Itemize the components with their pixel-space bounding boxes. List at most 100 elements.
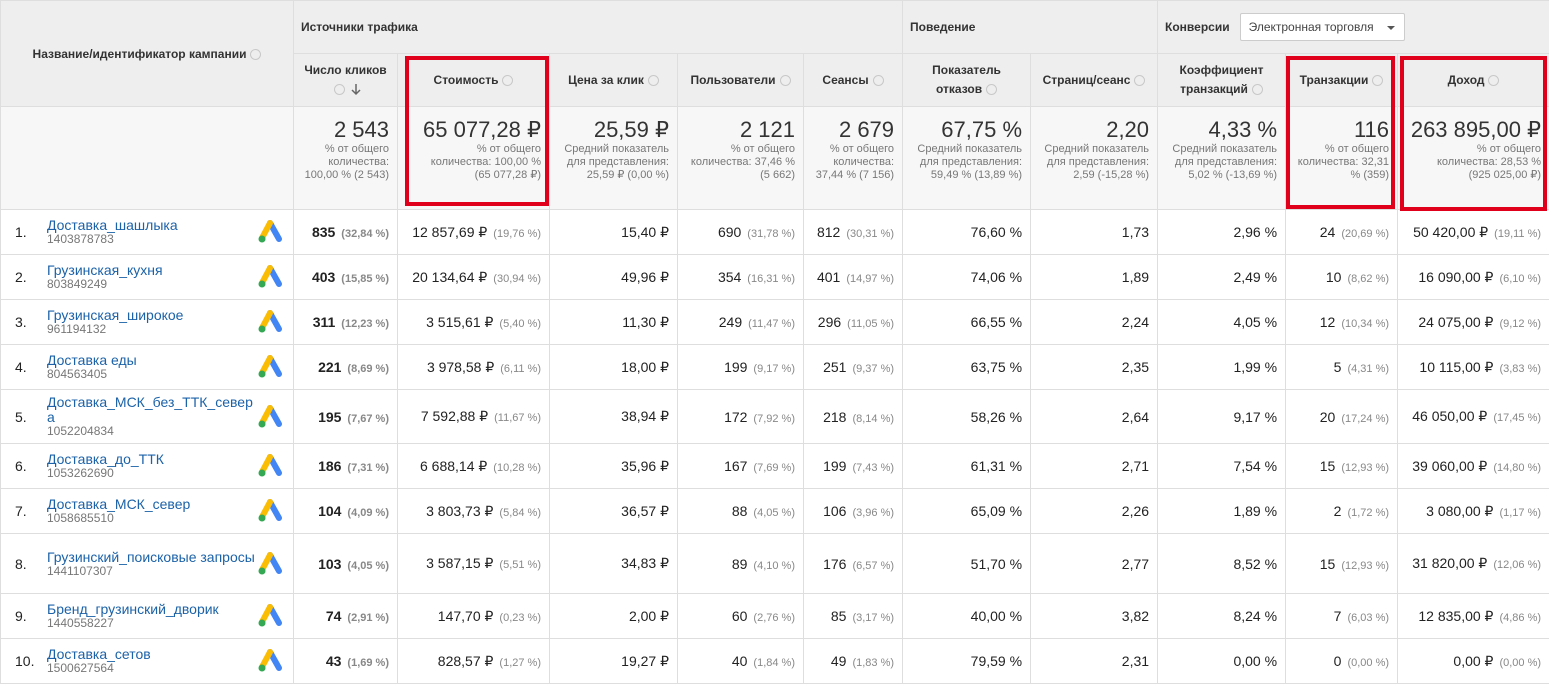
- campaign-link[interactable]: Доставка_сетов: [47, 646, 151, 662]
- metric-cell: 89 (4,10 %): [677, 533, 804, 594]
- help-icon[interactable]: [779, 74, 791, 86]
- metric-share: (10,28 %): [493, 461, 541, 474]
- metric-value: 18,00 ₽: [621, 358, 669, 375]
- column-header[interactable]: Стоимость: [397, 53, 550, 107]
- metric-cell: 1,99 %: [1157, 344, 1287, 390]
- metric-value: 4,05 %: [1233, 314, 1278, 330]
- metric-value: 172: [724, 408, 748, 425]
- help-icon[interactable]: [1134, 74, 1146, 86]
- column-header[interactable]: Пользователи: [677, 53, 804, 107]
- campaign-link[interactable]: Доставка_шашлыка: [47, 217, 178, 233]
- totals-note: % от общего количества: 32,31 % (359): [1297, 143, 1390, 181]
- campaign-cell: 5. Доставка_МСК_без_ТТК_севера 1052204834: [0, 389, 294, 444]
- campaign-info: Доставка еды 804563405: [47, 348, 259, 386]
- campaign-info: Бренд_грузинский_дворик 1440558227: [47, 597, 259, 635]
- totals-value: 2,20: [1106, 117, 1150, 142]
- campaign-link[interactable]: Доставка еды: [47, 352, 137, 368]
- ads-icon: [258, 220, 282, 243]
- metric-share: (20,69 %): [1341, 228, 1390, 240]
- metric-value: 221: [318, 359, 342, 375]
- sort-arrow[interactable]: [351, 83, 361, 96]
- campaign-link[interactable]: Грузинский_поисковые запросы: [47, 548, 255, 565]
- metric-value: 5: [1333, 359, 1342, 375]
- help-icon[interactable]: [334, 84, 345, 96]
- metric-share: (1,27 %): [499, 656, 541, 669]
- metric-cell: 51,70 %: [902, 533, 1032, 594]
- name-column-header[interactable]: Название/идентификатор кампании: [0, 0, 294, 107]
- metric-share: (19,76 %): [493, 227, 541, 240]
- help-icon[interactable]: [647, 74, 659, 86]
- metric-cell: 186 (7,31 %): [293, 443, 398, 489]
- highlight-box: [1286, 56, 1395, 209]
- metric-value: 79,59 %: [970, 653, 1023, 669]
- dropdown[interactable]: Электронная торговля: [1239, 13, 1405, 41]
- campaign-link[interactable]: Грузинская_широкое: [47, 307, 184, 323]
- campaign-link[interactable]: Доставка_до_ТТК: [47, 451, 164, 467]
- column-header[interactable]: Число кликов: [293, 53, 398, 107]
- data-row: 1. Доставка_шашлыка 1403878783 835 (32,84 %)…: [0, 209, 1549, 255]
- column-header[interactable]: Цена за клик: [549, 53, 678, 107]
- ads-icon: [258, 454, 282, 477]
- column-header[interactable]: Показатель отказов: [902, 53, 1032, 107]
- metric-share: (7,92 %): [753, 412, 795, 425]
- metric-value: 16 090,00 ₽: [1418, 268, 1494, 285]
- metric-share: (6,10 %): [1499, 272, 1542, 285]
- metric-value: 7: [1333, 608, 1342, 624]
- totals-cell: 65 077,28 ₽% от общего количества: 100,0…: [397, 106, 550, 210]
- metric-share: (11,47 %): [748, 318, 795, 330]
- metric-cell: 16 090,00 ₽ (6,10 %): [1397, 254, 1549, 300]
- help-icon[interactable]: [250, 48, 262, 60]
- metric-value: 2,77: [1121, 555, 1150, 572]
- metric-value: 36,57 ₽: [621, 502, 669, 519]
- metric-value: 89: [731, 555, 748, 572]
- help-icon[interactable]: [872, 74, 884, 86]
- metric-value: 8,24 %: [1233, 608, 1278, 624]
- help-icon[interactable]: [986, 84, 998, 96]
- metric-cell: 2,64: [1030, 389, 1159, 444]
- metric-cell: 812 (30,31 %): [802, 209, 904, 255]
- metric-cell: 311 (12,23 %): [293, 299, 398, 345]
- metric-value: 3 803,73 ₽: [426, 502, 494, 519]
- metric-value: 104: [318, 503, 342, 519]
- metric-value: 88: [731, 503, 748, 519]
- totals-note: % от общего количества: 37,44 % (7 156): [815, 143, 895, 181]
- metric-share: (1,69 %): [347, 657, 389, 669]
- column-header[interactable]: Страниц/сеанс: [1030, 53, 1159, 107]
- header-label: Название/идентификатор кампании: [32, 46, 247, 61]
- help-icon[interactable]: [1372, 74, 1384, 86]
- campaign-id: 803849249: [47, 277, 108, 291]
- metric-cell: 172 (7,92 %): [677, 389, 804, 444]
- help-icon[interactable]: [1251, 84, 1263, 96]
- metric-cell: 7,54 %: [1157, 443, 1287, 489]
- metric-cell: 3 587,15 ₽ (5,51 %): [397, 533, 550, 594]
- metric-share: (3,83 %): [1499, 362, 1542, 375]
- metric-value: 296: [817, 314, 842, 330]
- metric-value: 63,75 %: [970, 359, 1023, 375]
- metric-cell: 167 (7,69 %): [677, 443, 804, 489]
- help-icon[interactable]: [1488, 74, 1500, 86]
- campaign-cell: 6. Доставка_до_ТТК 1053262690: [0, 443, 294, 489]
- ads-icon: [258, 265, 282, 288]
- metric-value: 199: [724, 359, 748, 375]
- campaign-info: Грузинская_широкое 961194132: [47, 303, 259, 341]
- column-header[interactable]: Сеансы: [802, 53, 904, 107]
- column-header[interactable]: Коэффициент транзакций: [1157, 53, 1287, 107]
- help-icon[interactable]: [502, 74, 514, 86]
- campaign-link[interactable]: Доставка_МСК_без_ТТК_севера: [47, 394, 253, 425]
- metric-share: (5,51 %): [499, 559, 541, 571]
- totals-value: 2 121: [739, 117, 795, 142]
- metric-cell: 31 820,00 ₽ (12,06 %): [1397, 533, 1549, 594]
- totals-note: % от общего количества: 100,00 % (65 077…: [430, 143, 541, 181]
- column-header[interactable]: Доход: [1397, 53, 1549, 107]
- campaign-link[interactable]: Доставка_МСК_север: [47, 496, 191, 512]
- totals-cell: 263 895,00 ₽% от общего количества: 28,5…: [1397, 106, 1549, 210]
- metric-cell: 60 (2,76 %): [677, 593, 804, 639]
- campaign-link[interactable]: Грузинская_кухня: [47, 262, 163, 278]
- campaign-link[interactable]: Бренд_грузинский_дворик: [47, 601, 219, 617]
- totals-cell: 2 679% от общего количества: 37,44 % (7 …: [802, 106, 904, 210]
- campaign-id: 1052204834: [47, 424, 114, 438]
- metric-cell: 10 (8,62 %): [1285, 254, 1399, 300]
- column-header[interactable]: Транзакции: [1285, 53, 1399, 107]
- metric-value: 186: [318, 458, 342, 474]
- row-index: 2.: [15, 269, 27, 285]
